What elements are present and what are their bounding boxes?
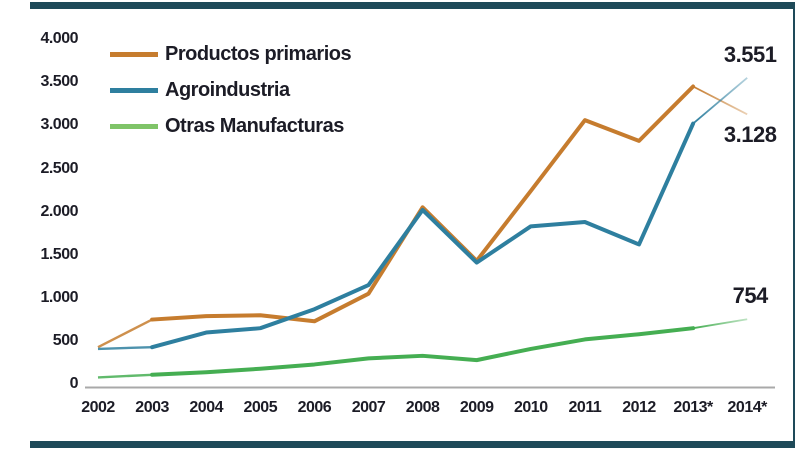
legend-label: Agroindustria (165, 78, 290, 101)
frame-top-bar (30, 2, 795, 9)
chart-legend: Productos primarios Agroindustria Otras Ma… (110, 36, 352, 144)
legend-item-2: Otras Manufacturas (110, 108, 351, 144)
legend-swatch (110, 51, 158, 57)
series-end-value-label: 3.128 (723, 122, 777, 148)
legend-label: Productos primarios (165, 42, 352, 65)
frame-right-line (793, 2, 795, 448)
x-axis-label: 2012 (622, 399, 656, 416)
series-line-2 (150, 326, 696, 377)
legend-item-1: Agroindustria (110, 72, 351, 108)
x-axis-label: 2010 (514, 399, 548, 416)
series-end-value-label: 3.551 (723, 41, 777, 67)
y-axis-tick-label: 1.000 (40, 288, 78, 306)
legend-item-0: Productos primarios (110, 36, 352, 72)
x-axis-label: 2009 (459, 399, 494, 416)
x-axis-label: 2003 (135, 399, 169, 416)
x-axis-label: 2005 (243, 399, 278, 416)
y-axis-tick-label: 2.500 (40, 159, 78, 177)
series-start-segment (97, 373, 153, 379)
x-axis-label: 2002 (81, 399, 115, 416)
x-axis-label: 2007 (351, 399, 386, 416)
y-axis-tick-label: 500 (52, 332, 79, 350)
x-axis-label: 2004 (189, 399, 223, 416)
frame-bottom-bar (30, 441, 795, 448)
x-axis-label: 2011 (568, 399, 602, 416)
x-axis-label: 2013* (673, 399, 713, 416)
series-start-segment (97, 345, 153, 351)
y-axis-tick-label: 1.500 (40, 245, 78, 263)
y-axis-tick-label: 4.000 (40, 30, 78, 48)
x-axis-label: 2006 (297, 399, 332, 416)
series-end-value-label: 754 (732, 283, 769, 309)
legend-label: Otras Manufacturas (165, 114, 344, 137)
x-axis-label: 2014* (727, 399, 768, 416)
x-axis-label: 2008 (405, 399, 440, 416)
series-projection-segment (692, 77, 748, 125)
series-projection-segment (692, 318, 748, 330)
y-axis-tick-label: 3.500 (40, 73, 78, 91)
legend-swatch (110, 123, 158, 129)
y-axis-tick-label: 2.000 (40, 202, 78, 220)
series-line-0 (150, 84, 696, 324)
legend-swatch (110, 87, 158, 93)
series-start-segment (97, 318, 153, 349)
y-axis-tick-label: 3.000 (40, 116, 78, 134)
series-line-1 (150, 121, 696, 350)
y-axis-tick-label: 0 (69, 375, 79, 393)
